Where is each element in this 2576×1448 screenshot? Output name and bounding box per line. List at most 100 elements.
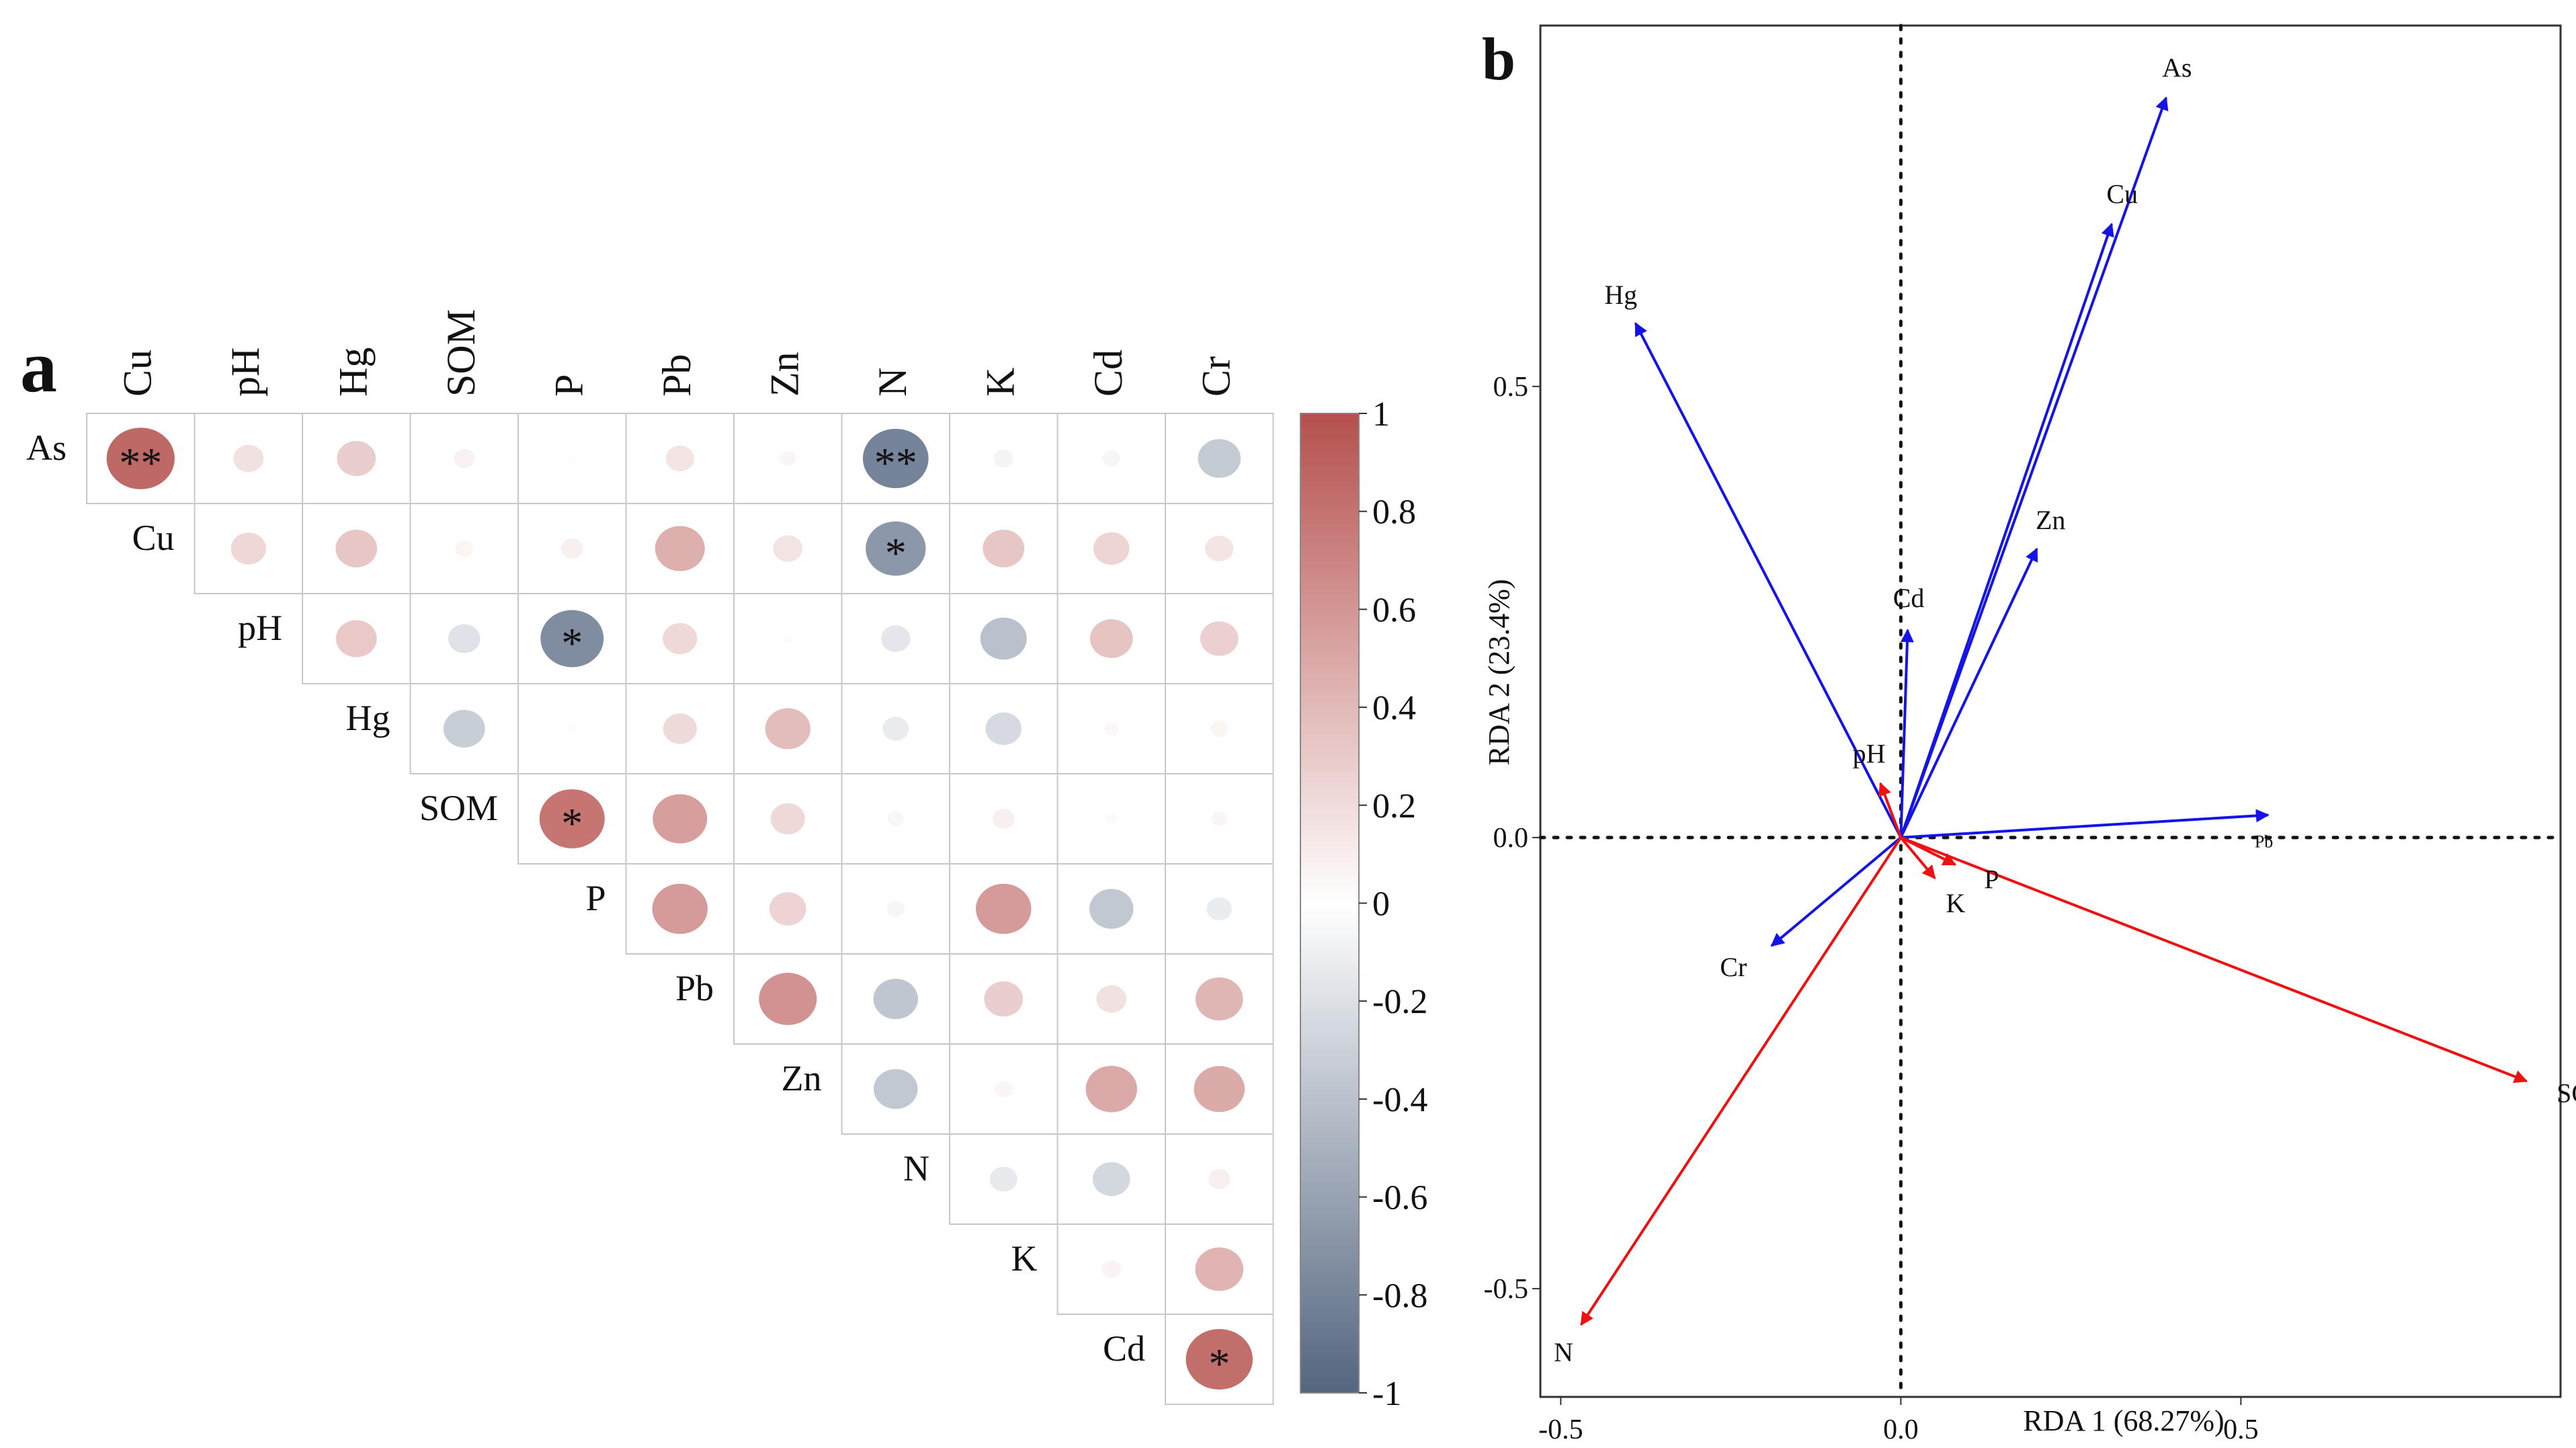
correlation-circle bbox=[539, 789, 605, 848]
correlation-circle bbox=[980, 617, 1027, 660]
correlation-circle bbox=[984, 981, 1024, 1017]
vector-arrow bbox=[1899, 836, 1936, 879]
correlation-circle bbox=[1104, 722, 1119, 735]
correlation-circle bbox=[663, 622, 698, 655]
colorbar-tick-label: -0.2 bbox=[1372, 983, 1427, 1021]
colorbar-tick-label: 0.8 bbox=[1372, 493, 1416, 532]
row-label: SOM bbox=[419, 788, 498, 828]
significance-mark: ** bbox=[874, 439, 917, 487]
x-tick-label: 0.0 bbox=[1883, 1414, 1919, 1445]
vector-arrow bbox=[1580, 836, 1903, 1326]
correlation-circle bbox=[1198, 439, 1241, 478]
correlation-circle bbox=[1194, 1065, 1245, 1113]
biplot-vectors: As Cu Hg Zn Cd Pb Cr SOM NpH PK bbox=[1554, 52, 2576, 1367]
correlation-circle bbox=[1210, 720, 1229, 737]
row-label: Cu bbox=[132, 518, 174, 558]
correlation-circle bbox=[1208, 1169, 1231, 1189]
correlation-circle bbox=[1211, 811, 1228, 827]
correlation-circle bbox=[233, 444, 264, 473]
plot-frame bbox=[1539, 24, 2562, 1398]
vector-label: N bbox=[1554, 1337, 1573, 1367]
correlation-circle bbox=[568, 455, 576, 462]
correlation-circle bbox=[989, 1166, 1017, 1192]
correlation-circle bbox=[335, 530, 378, 567]
correlation-circle bbox=[655, 526, 705, 571]
colorbar-tick-label: 1 bbox=[1372, 395, 1390, 434]
vector-arrow bbox=[1899, 547, 2038, 838]
correlation-circle bbox=[448, 624, 481, 653]
colorbar-ticks: 1 0.8 0.6 0.4 0.2 0 -0.2 -0.4 -0.6 -0.8 -1 bbox=[1359, 395, 1427, 1413]
significance-mark: * bbox=[885, 529, 907, 577]
correlation-circle bbox=[780, 450, 796, 467]
colorbar: 1 0.8 0.6 0.4 0.2 0 -0.2 -0.4 -0.6 -0.8 -1 bbox=[1300, 395, 1427, 1413]
significance-mark: * bbox=[1208, 1340, 1230, 1387]
colorbar-tick-label: -0.8 bbox=[1372, 1277, 1427, 1315]
correlation-circle bbox=[882, 717, 909, 741]
row-label: Pb bbox=[675, 968, 714, 1008]
significance-mark: ** bbox=[119, 439, 162, 487]
significance-mark: * bbox=[561, 619, 583, 667]
correlation-circle bbox=[1089, 619, 1133, 658]
matrix-cells: ** ****** bbox=[86, 413, 1274, 1405]
row-label: Cd bbox=[1103, 1328, 1145, 1369]
vector-label: K bbox=[1946, 888, 1965, 918]
correlation-circle bbox=[887, 811, 904, 827]
row-label: As bbox=[26, 428, 67, 468]
vector-arrow bbox=[1899, 223, 2114, 838]
correlation-circle bbox=[886, 900, 905, 918]
colorbar-tick-label: -1 bbox=[1372, 1375, 1401, 1413]
correlation-circle bbox=[866, 521, 926, 576]
correlation-circle bbox=[1186, 1328, 1253, 1390]
column-label: K bbox=[978, 368, 1022, 397]
y-tick-label: 0.5 bbox=[1493, 372, 1529, 403]
matrix-cell bbox=[1165, 1314, 1274, 1405]
correlation-circle bbox=[782, 634, 793, 643]
colorbar-tick-label: 0 bbox=[1372, 885, 1390, 924]
colorbar-tick-label: -0.4 bbox=[1372, 1081, 1427, 1119]
column-label: pH bbox=[223, 348, 267, 397]
correlation-circle bbox=[231, 532, 266, 565]
vector-label: pH bbox=[1853, 738, 1886, 768]
x-tick-label: 0.5 bbox=[2223, 1414, 2259, 1445]
correlation-circle bbox=[773, 535, 803, 562]
colorbar-gradient bbox=[1300, 413, 1360, 1394]
correlation-circle bbox=[1093, 532, 1130, 565]
correlation-circle bbox=[106, 428, 175, 489]
y-axis-label: RDA 2 (23.4%) bbox=[1483, 579, 1515, 765]
row-label: P bbox=[585, 878, 606, 918]
panel-b-label: b bbox=[1482, 26, 1515, 93]
correlation-circle bbox=[455, 540, 474, 557]
column-label: Zn bbox=[762, 352, 806, 397]
correlation-circle bbox=[665, 445, 694, 472]
correlation-circle bbox=[652, 883, 708, 934]
vector-arrow bbox=[1901, 809, 2270, 839]
correlation-circle bbox=[769, 892, 806, 926]
vector-arrow bbox=[1878, 782, 1903, 838]
row-label: Zn bbox=[782, 1058, 822, 1098]
correlation-circle bbox=[983, 530, 1025, 567]
y-tick-label: 0.0 bbox=[1493, 823, 1529, 854]
correlation-circle bbox=[1195, 977, 1243, 1021]
correlation-circle bbox=[1102, 450, 1121, 467]
correlation-circle bbox=[1206, 897, 1233, 921]
correlation-circle bbox=[1205, 535, 1234, 562]
correlation-circle bbox=[1102, 1260, 1122, 1279]
correlation-circle bbox=[567, 724, 577, 733]
column-label: N bbox=[870, 368, 915, 397]
x-axis-label: RDA 1 (68.27%) bbox=[2023, 1404, 2224, 1437]
correlation-circle bbox=[862, 428, 929, 489]
panel-a-correlation-matrix: a ** ****** Cu pH Hg SOM P Pb Zn N K Cd Cr AsCupHHg… bbox=[20, 309, 1427, 1413]
colorbar-tick-label: -0.6 bbox=[1372, 1179, 1427, 1217]
correlation-circle bbox=[335, 620, 377, 657]
colorbar-tick-label: 0.6 bbox=[1372, 591, 1416, 629]
correlation-circle bbox=[337, 440, 376, 477]
vector-arrow bbox=[1899, 629, 1914, 838]
column-label: Hg bbox=[331, 348, 375, 397]
panel-a-label: a bbox=[20, 325, 57, 407]
column-label: Cd bbox=[1086, 350, 1130, 397]
vector-label: Zn bbox=[2036, 505, 2065, 535]
correlation-circle bbox=[759, 973, 817, 1025]
vector-label: As bbox=[2162, 52, 2192, 83]
vector-arrow bbox=[1634, 322, 1903, 838]
